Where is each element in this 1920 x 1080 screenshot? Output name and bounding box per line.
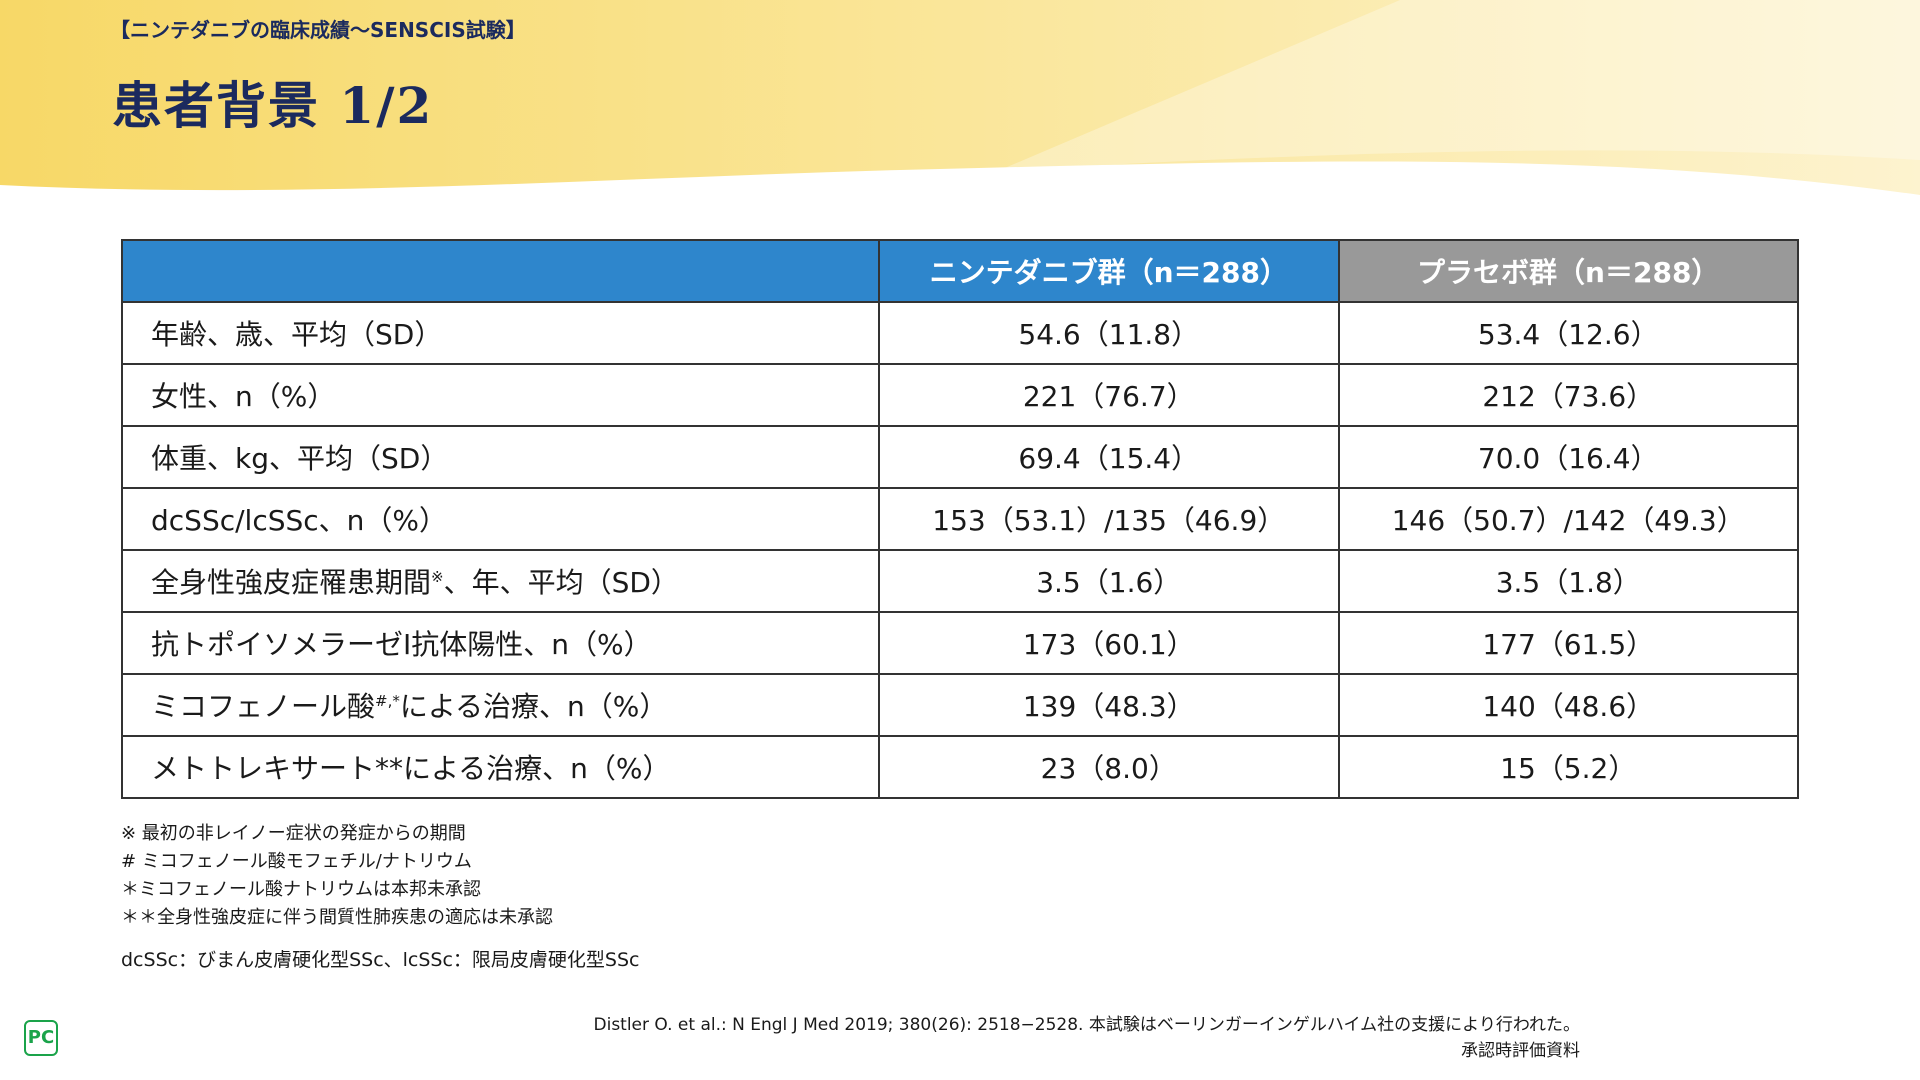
abbreviations: dcSSc：びまん皮膚硬化型SSc、lcSSc：限局皮膚硬化型SSc <box>121 949 640 971</box>
row-label: dcSSc/lcSSc、n（%） <box>120 487 881 551</box>
pc-logo-icon: PC <box>24 1020 58 1056</box>
footnote: ＊ミコフェノール酸ナトリウムは本邦未承認 <box>121 879 481 900</box>
table-row: 体重、kg、平均（SD） 69.4（15.4） 70.0（16.4） <box>120 425 1799 489</box>
page-title: 患者背景 1/2 <box>112 76 434 135</box>
row-label: ミコフェノール酸#,*による治療、n（%） <box>120 673 881 737</box>
approval-note: 承認時評価資料 <box>1461 1041 1580 1061</box>
placebo-value: 70.0（16.4） <box>1337 425 1799 489</box>
placebo-value: 3.5（1.8） <box>1337 549 1799 613</box>
nintedanib-value: 23（8.0） <box>878 735 1340 799</box>
footnote: ※ 最初の非レイノー症状の発症からの期間 <box>121 823 466 844</box>
nintedanib-value: 173（60.1） <box>878 611 1340 675</box>
label-text: メトトレキサート**による治療、n（%） <box>151 752 671 785</box>
label-text: dcSSc/lcSSc、n（%） <box>151 504 448 537</box>
row-label: 全身性強皮症罹患期間※、年、平均（SD） <box>120 549 881 613</box>
footnote: # ミコフェノール酸モフェチル/ナトリウム <box>121 851 472 872</box>
label-rest: による治療、n（%） <box>399 690 668 723</box>
footnotes: ※ 最初の非レイノー症状の発症からの期間 # ミコフェノール酸モフェチル/ナトリ… <box>121 820 553 932</box>
table-row: 全身性強皮症罹患期間※、年、平均（SD） 3.5（1.6） 3.5（1.8） <box>120 549 1799 613</box>
row-label: 年齢、歳、平均（SD） <box>120 301 881 365</box>
table-row: メトトレキサート**による治療、n（%） 23（8.0） 15（5.2） <box>120 735 1799 799</box>
nintedanib-value: 69.4（15.4） <box>878 425 1340 489</box>
header-label-column <box>120 239 881 303</box>
label-text: 年齢、歳、平均（SD） <box>151 318 443 351</box>
label-text: 全身性強皮症罹患期間 <box>151 566 432 599</box>
placebo-value: 15（5.2） <box>1337 735 1799 799</box>
footnote: ＊＊全身性強皮症に伴う間質性肺疾患の適応は未承認 <box>121 907 553 928</box>
row-label: 体重、kg、平均（SD） <box>120 425 881 489</box>
table-row: 年齢、歳、平均（SD） 54.6（11.8） 53.4（12.6） <box>120 301 1799 365</box>
label-rest: 、年、平均（SD） <box>443 566 679 599</box>
label-superscript: ※ <box>431 568 444 586</box>
table-row: 抗トポイソメラーゼⅠ抗体陽性、n（%） 173（60.1） 177（61.5） <box>120 611 1799 675</box>
section-subtitle: 【ニンテダニブの臨床成績～SENSCIS試験】 <box>110 18 526 42</box>
label-text: 抗トポイソメラーゼⅠ抗体陽性、n（%） <box>151 628 652 661</box>
row-label: 抗トポイソメラーゼⅠ抗体陽性、n（%） <box>120 611 881 675</box>
placebo-value: 212（73.6） <box>1337 363 1799 427</box>
row-label: 女性、n（%） <box>120 363 881 427</box>
nintedanib-value: 54.6（11.8） <box>878 301 1340 365</box>
table-row: dcSSc/lcSSc、n（%） 153（53.1）/135（46.9） 146（5… <box>120 487 1799 551</box>
nintedanib-value: 139（48.3） <box>878 673 1340 737</box>
table-row: ミコフェノール酸#,*による治療、n（%） 139（48.3） 140（48.6） <box>120 673 1799 737</box>
header-nintedanib: ニンテダニブ群（n＝288） <box>878 239 1340 303</box>
placebo-value: 146（50.7）/142（49.3） <box>1337 487 1799 551</box>
header-background <box>0 0 1920 200</box>
citation-block: Distler O. et al.: N Engl J Med 2019; 38… <box>594 1012 1581 1064</box>
nintedanib-value: 153（53.1）/135（46.9） <box>878 487 1340 551</box>
label-text: ミコフェノール酸 <box>151 690 376 723</box>
label-superscript: #,* <box>375 692 400 710</box>
label-text: 女性、n（%） <box>151 380 336 413</box>
table-row: 女性、n（%） 221（76.7） 212（73.6） <box>120 363 1799 427</box>
header-placebo: プラセボ群（n＝288） <box>1337 239 1799 303</box>
placebo-value: 53.4（12.6） <box>1337 301 1799 365</box>
citation: Distler O. et al.: N Engl J Med 2019; 38… <box>593 1015 1581 1035</box>
nintedanib-value: 221（76.7） <box>878 363 1340 427</box>
nintedanib-value: 3.5（1.6） <box>878 549 1340 613</box>
placebo-value: 177（61.5） <box>1337 611 1799 675</box>
patient-background-table: ニンテダニブ群（n＝288） プラセボ群（n＝288） 年齢、歳、平均（SD） 5… <box>120 239 1799 799</box>
label-text: 体重、kg、平均（SD） <box>151 442 449 475</box>
row-label: メトトレキサート**による治療、n（%） <box>120 735 881 799</box>
table-header-row: ニンテダニブ群（n＝288） プラセボ群（n＝288） <box>120 239 1799 303</box>
placebo-value: 140（48.6） <box>1337 673 1799 737</box>
